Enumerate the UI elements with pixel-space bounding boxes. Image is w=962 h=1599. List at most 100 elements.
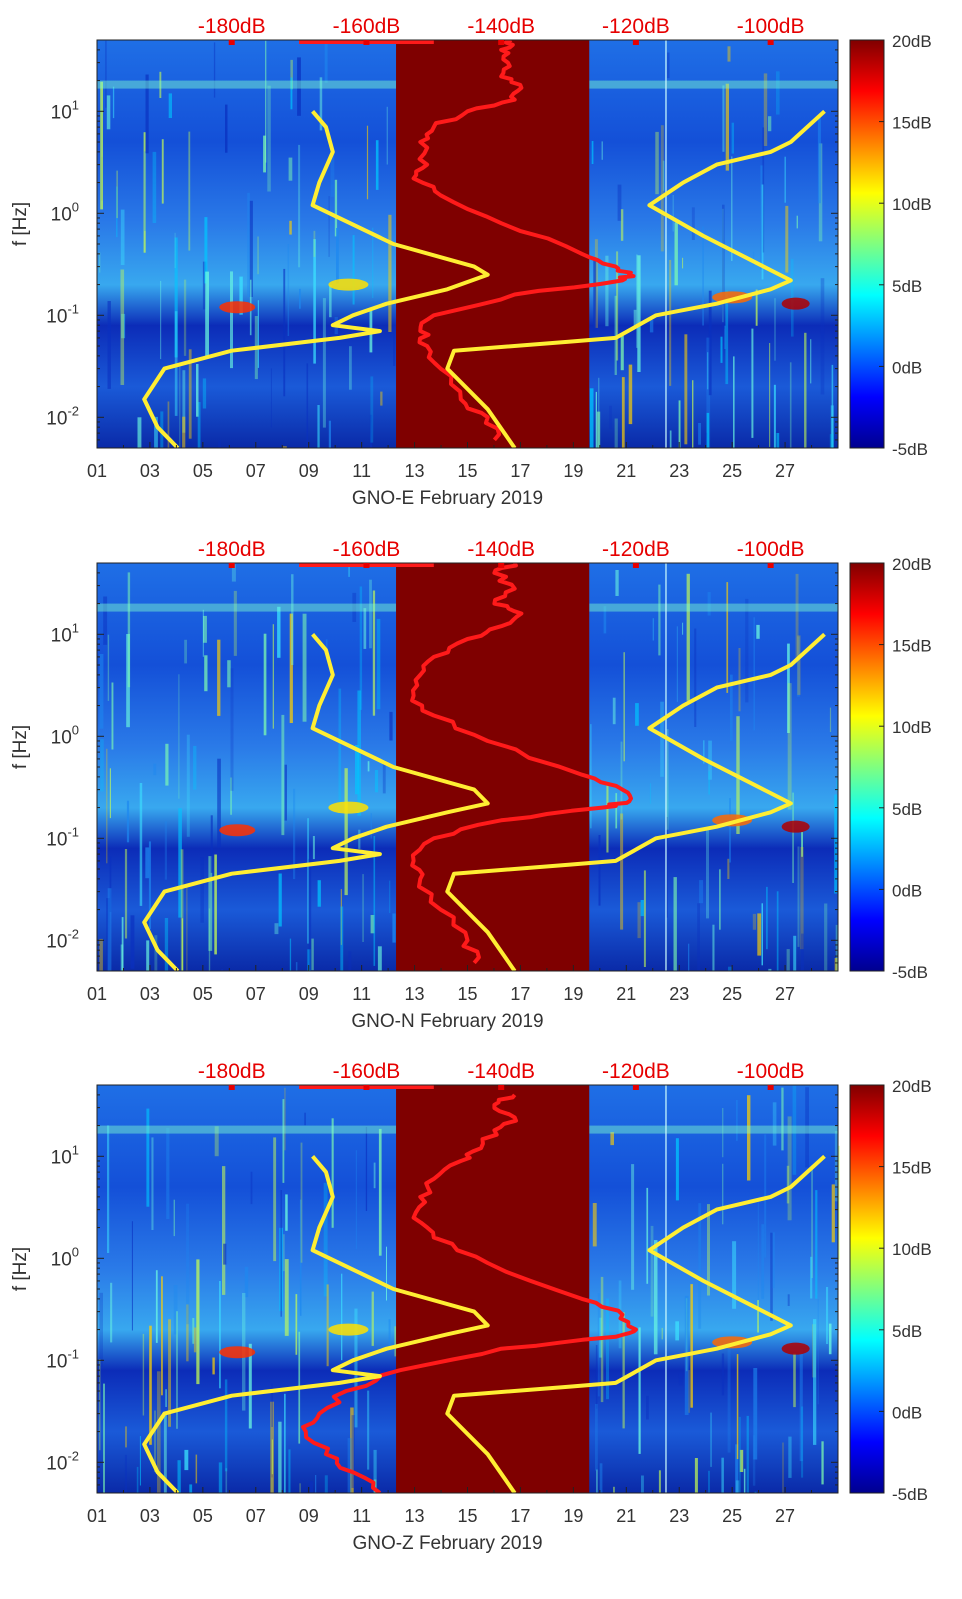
x-tick-label: 19: [563, 1506, 583, 1526]
spectrogram-streak: [821, 1441, 824, 1485]
y-tick-exponent: -1: [67, 1346, 79, 1361]
top-tick: [632, 40, 639, 45]
y-tick-label: 10-2: [46, 403, 79, 429]
top-tick-label: -100dB: [737, 538, 805, 561]
spectrogram-streak: [282, 446, 287, 448]
spectrogram-streak: [155, 1270, 158, 1343]
spectrogram-streak: [295, 962, 298, 971]
spectrogram-streak: [722, 204, 725, 329]
spectrogram-streak: [787, 1294, 790, 1306]
spectrogram-streak: [796, 215, 798, 229]
spectrogram-streak: [173, 1285, 178, 1335]
y-tick-label: 101: [51, 1142, 79, 1168]
x-tick-label: 09: [299, 1506, 319, 1526]
spectrogram-streak: [589, 388, 594, 448]
spectrogram-streak: [378, 1128, 382, 1256]
spectrogram-streak: [736, 1100, 738, 1141]
spectrogram-streak: [105, 40, 107, 108]
y-tick-label: 10-1: [46, 1346, 79, 1372]
spectrogram-streak: [787, 1116, 792, 1221]
x-tick-label: 15: [457, 1506, 477, 1526]
spectrogram-streak: [186, 1304, 189, 1362]
x-tick-label: 07: [246, 984, 266, 1004]
yellow-model-curve: [142, 110, 490, 448]
spectrogram-streak: [591, 141, 594, 164]
spectrogram-streak: [202, 609, 204, 657]
red-psd-curve: [411, 40, 636, 442]
spectrogram-streak: [752, 913, 756, 930]
spectrogram-streak: [289, 613, 293, 723]
spectrogram-streak: [340, 889, 342, 945]
x-axis-label: GNO-N February 2019: [351, 1011, 543, 1032]
spectrogram-streak: [800, 847, 804, 950]
x-tick-label: 19: [563, 461, 583, 481]
spectrogram-streak: [218, 440, 221, 448]
y-tick-exponent: 1: [72, 97, 79, 112]
spectrogram-streak: [729, 798, 731, 863]
spectrogram-streak: [267, 85, 271, 192]
top-tick: [363, 563, 370, 568]
spectrogram-streak: [752, 1435, 756, 1486]
spectrogram-streak: [313, 239, 316, 364]
spectrogram-streak: [324, 1475, 328, 1493]
spectrogram-streak: [124, 849, 128, 939]
spectrogram-streak: [720, 336, 723, 363]
spectrogram-streak: [214, 854, 217, 955]
spectrogram-streak: [710, 1412, 712, 1467]
colorbar: [849, 562, 885, 972]
colorbar-tick-label: 10dB: [892, 1240, 932, 1259]
spectrogram-streak: [669, 259, 672, 386]
spectrogram-streak: [351, 1415, 355, 1488]
x-tick-label: 09: [299, 984, 319, 1004]
spectrogram-streak: [99, 252, 101, 273]
spectrogram-streak: [708, 290, 712, 396]
spectrogram-streak: [309, 1481, 314, 1493]
spectrogram-streak: [182, 370, 186, 433]
spectrogram-streak: [154, 1410, 156, 1472]
spectrogram-streak: [643, 870, 646, 967]
spectrogram-streak: [163, 1413, 167, 1493]
spectrogram-streak: [99, 938, 103, 971]
spectrogram-streak: [614, 418, 618, 448]
top-tick: [498, 40, 505, 45]
spectrogram-streak: [614, 295, 617, 375]
spectrogram-streak: [359, 586, 363, 710]
spectrogram-streak: [202, 378, 207, 409]
spectrogram-streak: [363, 608, 367, 649]
spectrogram-streak: [616, 251, 619, 361]
spectrogram-streak: [127, 572, 131, 688]
spectrogram-streak: [792, 792, 794, 883]
spectrogram-streak: [757, 913, 762, 956]
y-tick-exponent: -2: [67, 1448, 79, 1463]
x-axis-label: GNO-E February 2019: [352, 488, 543, 509]
spectrogram-streak: [184, 639, 187, 664]
y-tick-exponent: 0: [72, 199, 79, 214]
spectrogram-streak: [282, 1099, 285, 1183]
spectrogram-streak: [157, 1371, 161, 1493]
spectrogram-streak: [834, 794, 838, 894]
spectrogram-streak: [615, 570, 619, 596]
spectrogram-streak: [371, 1291, 374, 1346]
x-tick-label: 05: [193, 1506, 213, 1526]
spectrogram-streak: [205, 271, 209, 357]
spectrogram-streak: [299, 1199, 302, 1316]
spectrogram-streak: [653, 1240, 658, 1355]
spectrogram-streak: [164, 821, 167, 880]
spectrogram-streak: [184, 1449, 189, 1471]
spectrogram-streak: [352, 592, 357, 622]
spectrogram-streak: [265, 40, 267, 163]
spectrogram-streak: [121, 313, 126, 339]
spectrogram-streak: [166, 1128, 170, 1219]
spectrogram-streak: [751, 328, 754, 438]
spectrogram-streak: [372, 590, 376, 716]
spectrogram-streak: [300, 1142, 303, 1263]
spectrogram-streak: [776, 71, 780, 115]
spectrogram-streak: [372, 227, 374, 298]
spectrogram-streak: [834, 958, 838, 971]
spectrogram-streak: [202, 261, 207, 310]
spectrogram-streak: [620, 335, 624, 371]
spectrogram-streak: [617, 184, 622, 221]
spectrogram-streak: [389, 711, 393, 741]
spectrogram-streak: [797, 846, 800, 947]
red-psd-curve: [301, 1093, 638, 1493]
